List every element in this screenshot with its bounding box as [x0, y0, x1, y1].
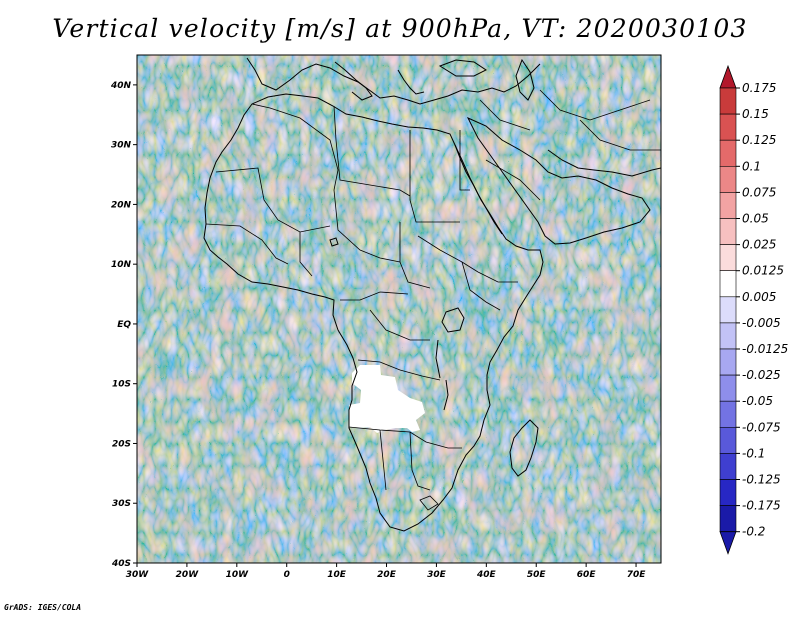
- y-tick-label: 40S: [111, 559, 131, 569]
- x-tick-label: 20W: [176, 570, 200, 580]
- colorbar-swatch: [719, 348, 737, 376]
- colorbar-label: 0.05: [742, 212, 769, 226]
- colorbar-label: -0.0125: [742, 342, 788, 356]
- map-title: Vertical velocity [m/s] at 900hPa, VT: 2…: [52, 14, 748, 43]
- x-tick-label: 20E: [377, 570, 397, 580]
- x-axis: 30W 20W 10W 0 10E 20E 30E 40E 50E 60E 70E: [126, 563, 646, 580]
- footer-credit: GrADS: IGES/COLA: [4, 603, 82, 612]
- y-tick-label: 30S: [112, 499, 131, 509]
- colorbar-swatch: [719, 166, 737, 193]
- colorbar-swatch: [719, 270, 737, 298]
- y-tick-label: EQ: [117, 320, 131, 330]
- colorbar-swatch: [719, 322, 737, 350]
- colorbar-swatch: [719, 426, 737, 454]
- colorbar-swatch: [719, 113, 737, 141]
- no-data-region: [349, 365, 425, 433]
- colorbar-label: -0.025: [742, 368, 781, 382]
- colorbar-swatch: [719, 218, 737, 245]
- x-tick-label: 0: [284, 570, 290, 580]
- colorbar-label: -0.175: [742, 499, 781, 513]
- madagascar-coastline: [509, 419, 539, 477]
- field-texture-red: [137, 55, 661, 563]
- colorbar-swatch: [719, 244, 737, 272]
- colorbar-swatch: [719, 479, 737, 506]
- y-tick-label: 10N: [111, 260, 132, 270]
- colorbar-label: 0.005: [742, 290, 776, 304]
- x-tick-label: 70E: [627, 570, 647, 580]
- y-tick-label: 20N: [111, 200, 132, 210]
- country-borders: [205, 89, 661, 511]
- red-sea-coast: [454, 144, 503, 235]
- x-tick-label: 40E: [476, 570, 497, 580]
- colorbar-swatch: [719, 453, 737, 480]
- colorbar-swatch: [719, 374, 737, 402]
- colorbar-label: 0.1: [742, 159, 761, 173]
- arabia-coastline: [466, 116, 651, 245]
- colorbar-label: -0.125: [742, 473, 781, 487]
- plot-frame: [136, 54, 662, 564]
- x-tick-label: 50E: [527, 570, 547, 580]
- lake-malawi: [443, 379, 449, 411]
- colorbar-label: 0.15: [742, 107, 769, 121]
- colorbar-label: 0.025: [742, 238, 776, 252]
- x-tick-label: 60E: [577, 570, 597, 580]
- y-axis: 40N 30N 20N 10N EQ 10S 20S 30S 40S: [110, 81, 137, 569]
- lake-chad: [329, 237, 339, 247]
- y-tick-label: 30N: [111, 141, 132, 151]
- colorbar-swatch: [719, 139, 737, 167]
- black-sea-coastline: [438, 59, 487, 77]
- colorbar-label: 0.125: [742, 133, 776, 147]
- colorbar-swatch: [719, 400, 737, 428]
- caspian-coastline: [515, 58, 535, 101]
- colorbar-swatch: [719, 296, 737, 324]
- y-tick-label: 10S: [112, 380, 131, 390]
- colorbar-label: -0.2: [742, 525, 765, 539]
- lake-tanganyika: [435, 339, 441, 379]
- y-tick-label: 40N: [110, 81, 132, 91]
- greece-coastline: [397, 69, 425, 95]
- x-tick-label: 30E: [427, 570, 447, 580]
- x-tick-label: 10E: [327, 570, 347, 580]
- colorbar-swatch: [719, 87, 737, 115]
- colorbar-bottom-arrow: [719, 531, 737, 555]
- colorbar-top-arrow: [719, 64, 737, 89]
- x-tick-label: 10W: [226, 570, 250, 580]
- colorbar-label: -0.1: [742, 446, 765, 460]
- colorbar-label: 0.075: [742, 185, 776, 199]
- italy-coastline: [334, 61, 373, 101]
- colorbar-swatch: [719, 192, 737, 219]
- x-tick-label: 30W: [126, 570, 150, 580]
- iran-coastline: [547, 149, 661, 177]
- coastlines: [203, 57, 661, 532]
- colorbar-label: 0.0125: [742, 264, 784, 278]
- y-tick-label: 20S: [112, 439, 131, 449]
- colorbar-label: -0.075: [742, 420, 781, 434]
- colorbar-swatch: [719, 505, 737, 533]
- colorbar-label: -0.05: [742, 394, 773, 408]
- lake-victoria: [441, 307, 465, 333]
- europe-coastline: [246, 57, 541, 105]
- velocity-field: [137, 55, 661, 563]
- colorbar-label: 0.175: [742, 81, 776, 95]
- colorbar: 0.175 0.15 0.125 0.1 0.075 0.05 0.025 0.0125 0.0…: [719, 64, 788, 555]
- colorbar-label: -0.005: [742, 316, 781, 330]
